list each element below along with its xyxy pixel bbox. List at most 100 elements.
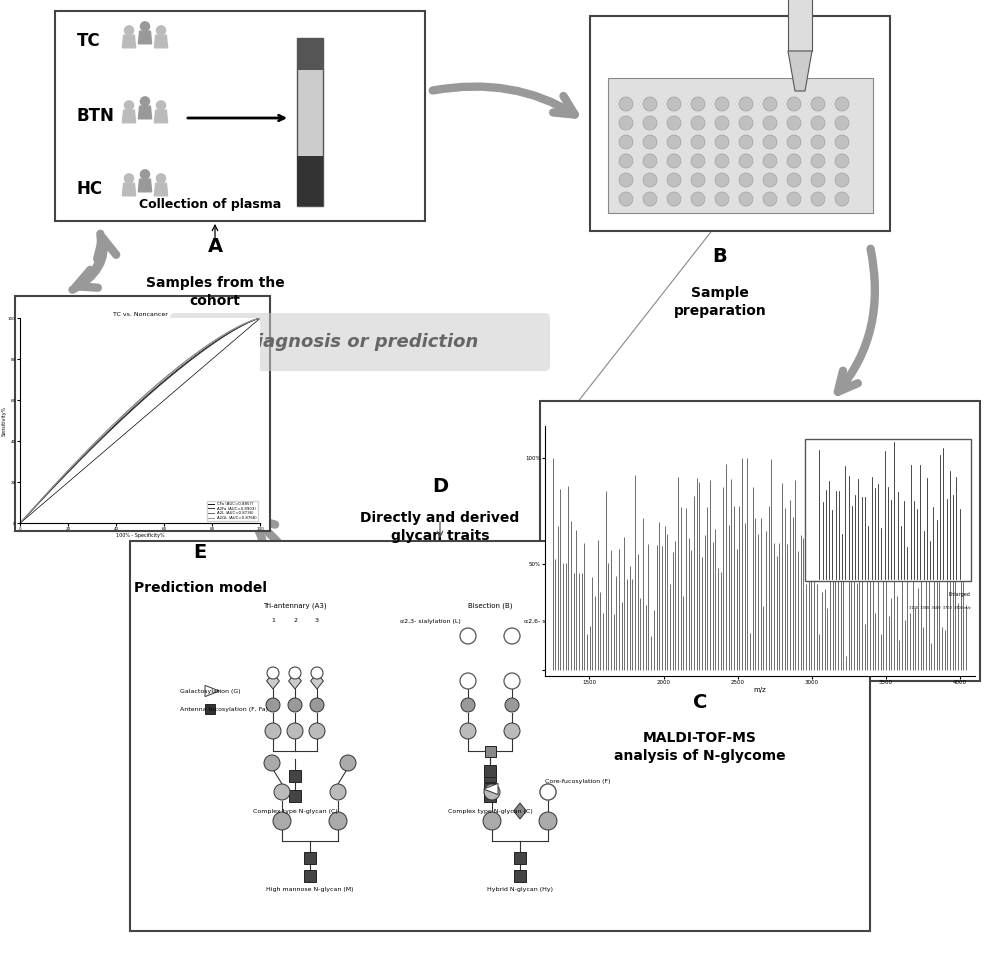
Circle shape [811, 135, 825, 149]
Polygon shape [205, 685, 219, 697]
Circle shape [483, 812, 501, 830]
Bar [297, 38, 323, 206]
Circle shape [739, 97, 753, 111]
Bar [484, 783, 496, 795]
Circle shape [667, 173, 681, 187]
Bar [484, 790, 496, 802]
Circle shape [124, 26, 134, 35]
A2L (AUC=0.8736) [242, 316, 254, 328]
Circle shape [667, 192, 681, 206]
Circle shape [504, 673, 520, 689]
Circle shape [156, 101, 166, 110]
Circle shape [311, 667, 323, 679]
X-axis label: 100% - Specificity%: 100% - Specificity% [116, 532, 164, 538]
Bar [304, 870, 316, 882]
A2Fa (AUC=0.8903) [24, 507, 36, 519]
Circle shape [504, 628, 520, 644]
X-axis label: m/z: m/z [754, 687, 766, 693]
Circle shape [739, 173, 753, 187]
Circle shape [691, 116, 705, 130]
Polygon shape [154, 36, 168, 48]
A2Fa (AUC=0.8903) [28, 502, 40, 513]
Circle shape [287, 723, 303, 739]
Line: A2L (AUC=0.8736): A2L (AUC=0.8736) [20, 318, 260, 524]
Text: Core-fucosylation (F): Core-fucosylation (F) [545, 778, 610, 783]
Circle shape [460, 673, 476, 689]
Bar [15, 296, 270, 531]
Circle shape [763, 173, 777, 187]
Circle shape [811, 192, 825, 206]
Polygon shape [311, 673, 323, 689]
A2Fa (AUC=0.8903) [14, 518, 26, 530]
Text: BTN: BTN [77, 107, 115, 125]
Circle shape [715, 116, 729, 130]
Polygon shape [484, 783, 498, 795]
Text: E: E [193, 544, 207, 562]
Circle shape [505, 698, 519, 712]
CFa (AUC=0.8857) [14, 518, 26, 530]
A2L (AUC=0.8736) [24, 506, 36, 518]
Circle shape [787, 135, 801, 149]
Polygon shape [289, 673, 301, 689]
Bar [514, 852, 526, 864]
Circle shape [715, 154, 729, 168]
Circle shape [715, 192, 729, 206]
Circle shape [460, 723, 476, 739]
Polygon shape [122, 36, 136, 48]
Circle shape [619, 97, 633, 111]
Text: TC: TC [77, 32, 101, 50]
Circle shape [691, 154, 705, 168]
Circle shape [540, 784, 556, 800]
Circle shape [643, 116, 657, 130]
Circle shape [739, 154, 753, 168]
Circle shape [835, 192, 849, 206]
Bar [608, 78, 873, 213]
Circle shape [156, 174, 166, 183]
CFa (AUC=0.8857) [59, 470, 71, 481]
Bar [514, 870, 526, 882]
Text: α2,3- sialylation (L): α2,3- sialylation (L) [400, 619, 460, 624]
Title: TC vs. Noncancer: TC vs. Noncancer [113, 311, 167, 316]
Bar [484, 770, 496, 782]
A2Fa (AUC=0.8903) [59, 470, 71, 481]
Circle shape [461, 698, 475, 712]
Text: Collection of plasma: Collection of plasma [139, 198, 281, 211]
Bar [55, 11, 425, 221]
Polygon shape [122, 111, 136, 123]
Circle shape [140, 97, 150, 106]
CFa (AUC=0.8857) [78, 450, 90, 461]
CFa (AUC=0.8857) [242, 317, 254, 329]
Polygon shape [138, 107, 152, 119]
A2L (AUC=0.8736) [233, 320, 245, 332]
Text: High mannose N-glycan (M): High mannose N-glycan (M) [266, 886, 354, 892]
Text: Samples from the
cohort: Samples from the cohort [146, 276, 284, 308]
Bar [540, 401, 980, 681]
A2L (AUC=0.8736) [14, 518, 26, 530]
A2L (AUC=0.8736) [28, 502, 40, 513]
A2L (AUC=0.8736) [78, 448, 90, 459]
Circle shape [484, 784, 500, 800]
Circle shape [691, 173, 705, 187]
A2Fa (AUC=0.8903) [242, 317, 254, 329]
Circle shape [787, 192, 801, 206]
Circle shape [643, 135, 657, 149]
Circle shape [540, 784, 556, 800]
A2GL (AUC=0.8768) [24, 506, 36, 518]
Circle shape [691, 97, 705, 111]
Circle shape [667, 116, 681, 130]
Bar [304, 852, 316, 864]
Text: Tri-antennary (A3): Tri-antennary (A3) [263, 603, 327, 609]
Circle shape [835, 116, 849, 130]
Circle shape [340, 755, 356, 771]
Text: C: C [693, 694, 707, 712]
Circle shape [811, 173, 825, 187]
Circle shape [619, 135, 633, 149]
A2Fa (AUC=0.8903) [254, 312, 266, 324]
Text: Sample
preparation: Sample preparation [674, 286, 766, 318]
Circle shape [763, 116, 777, 130]
Bar [484, 746, 496, 756]
Circle shape [619, 192, 633, 206]
Circle shape [460, 628, 476, 644]
Circle shape [140, 22, 150, 31]
Polygon shape [122, 184, 136, 196]
